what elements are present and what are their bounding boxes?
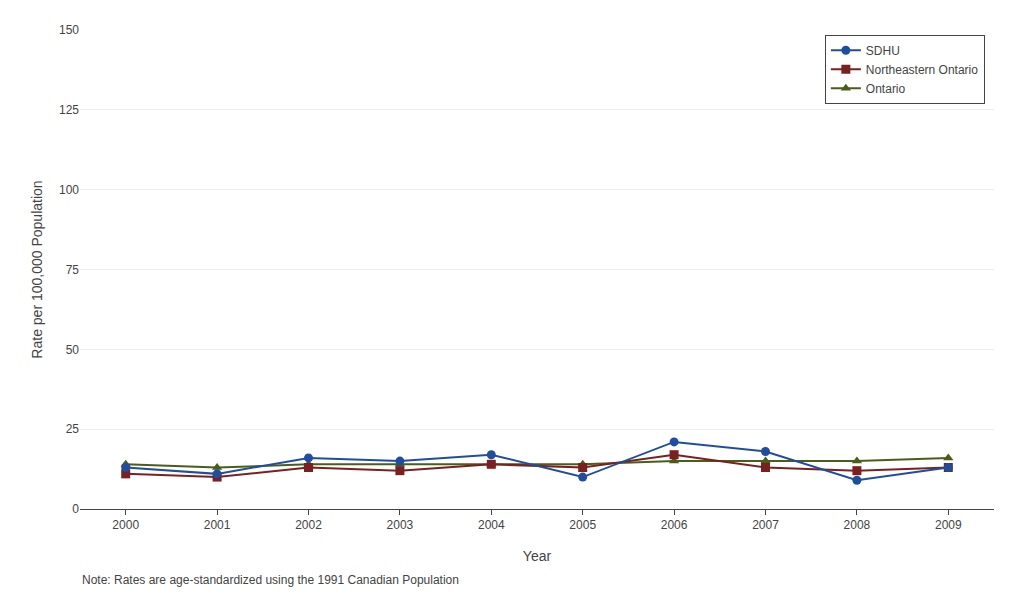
svg-text:Northeastern Ontario: Northeastern Ontario bbox=[866, 63, 978, 77]
svg-text:50: 50 bbox=[66, 343, 80, 357]
svg-text:2009: 2009 bbox=[935, 518, 962, 532]
svg-text:SDHU: SDHU bbox=[866, 44, 900, 58]
svg-text:100: 100 bbox=[59, 183, 79, 197]
svg-text:2000: 2000 bbox=[112, 518, 139, 532]
svg-text:2001: 2001 bbox=[204, 518, 231, 532]
svg-text:0: 0 bbox=[72, 502, 79, 516]
svg-text:150: 150 bbox=[59, 23, 79, 37]
svg-text:2002: 2002 bbox=[295, 518, 322, 532]
svg-text:75: 75 bbox=[66, 263, 80, 277]
svg-text:2006: 2006 bbox=[661, 518, 688, 532]
svg-text:25: 25 bbox=[66, 422, 80, 436]
svg-text:2007: 2007 bbox=[752, 518, 779, 532]
svg-text:2008: 2008 bbox=[844, 518, 871, 532]
svg-text:Year: Year bbox=[523, 548, 552, 564]
svg-text:125: 125 bbox=[59, 103, 79, 117]
svg-text:Ontario: Ontario bbox=[866, 82, 906, 96]
svg-text:Note: Rates are age-standardiz: Note: Rates are age-standardized using t… bbox=[82, 573, 459, 587]
svg-text:2003: 2003 bbox=[387, 518, 414, 532]
svg-text:2005: 2005 bbox=[569, 518, 596, 532]
svg-text:Rate per 100,000 Population: Rate per 100,000 Population bbox=[29, 180, 45, 358]
svg-text:2004: 2004 bbox=[478, 518, 505, 532]
